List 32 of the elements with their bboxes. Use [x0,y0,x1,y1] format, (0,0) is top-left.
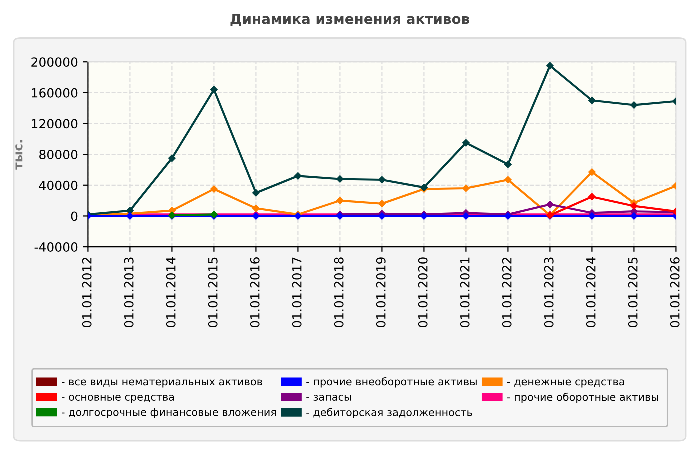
legend-label: - основные средства [62,394,174,403]
x-tick-label: 01.01.2015 [208,258,218,328]
y-tick-label: 40000 [39,180,78,190]
x-tick-label: 01.01.2012 [82,258,92,328]
legend-label: - денежные средства [507,380,624,388]
x-tick-label: 01.01.2014 [166,257,176,328]
y-tick-label: 80000 [40,150,78,160]
legend-label: - долгосрочные финансовые вложения [62,408,276,418]
chart-title: Динамика изменения активов [230,14,470,26]
x-tick-label: 01.01.2023 [544,258,554,328]
y-tick-label: 160000 [32,88,78,98]
x-tick-label: 01.01.2022 [502,258,512,328]
y-tick-label: 0 [71,212,78,222]
x-tick-label: 01.01.2025 [628,258,638,328]
x-tick-label: 01.01.2024 [586,257,596,328]
x-tick-label: 01.01.2019 [376,258,386,328]
y-tick-label: 120000 [32,119,78,129]
legend-label: - дебиторская задолженность [306,408,472,418]
x-tick-label: 01.01.2013 [124,258,134,328]
legend-label: - прочие внеоборотные активы [306,377,477,388]
y-tick-label: 200000 [32,58,78,68]
x-tick-label: 01.01.2026 [670,258,680,328]
x-tick-label: 01.01.2018 [334,258,344,328]
x-tick-label: 01.01.2017 [292,258,302,328]
x-tick-label: 01.01.2016 [250,258,260,328]
legend-label: - все виды нематериальных активов [62,380,262,388]
legend-label: - прочие оборотные активы [507,392,658,404]
y-axis-title: тыс. [16,140,23,170]
x-tick-label: 01.01.2021 [460,258,470,328]
x-tick-label: 01.01.2020 [418,258,428,328]
legend-label: - запасы [306,394,352,401]
y-tick-label: -40000 [34,242,78,252]
